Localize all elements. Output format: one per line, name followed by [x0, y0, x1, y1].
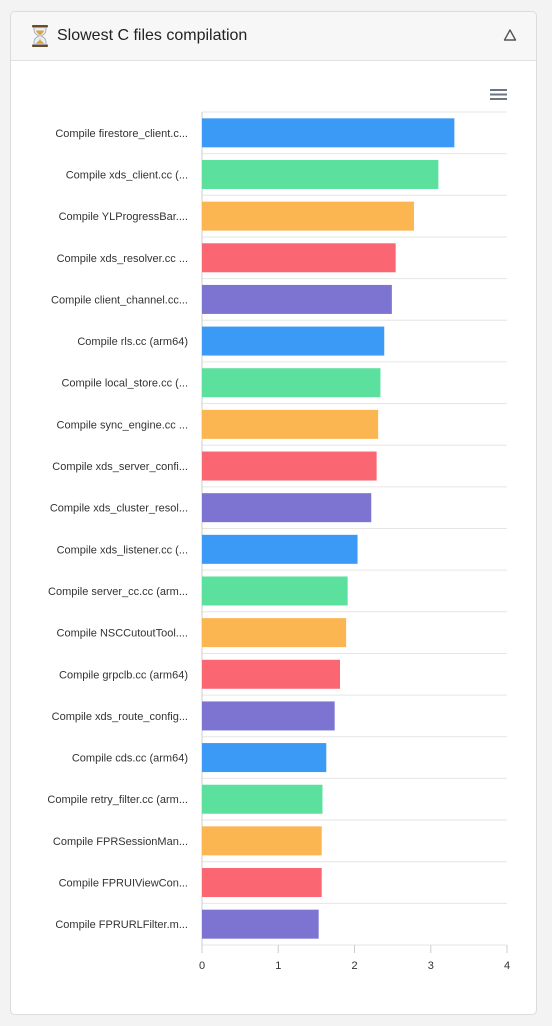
bar[interactable] [202, 701, 335, 731]
category-label: Compile xds_listener.cc (... [57, 544, 188, 556]
category-label: Compile NSCCutoutTool.... [57, 628, 188, 640]
panel-header: Slowest C files compilation [11, 12, 536, 61]
category-label: Compile xds_client.cc (... [66, 169, 188, 181]
category-label: Compile xds_server_confi... [52, 461, 188, 473]
bar[interactable] [202, 826, 322, 856]
bar-layer [202, 118, 455, 939]
bar[interactable] [202, 784, 323, 814]
category-label: Compile xds_resolver.cc ... [57, 253, 188, 265]
x-tick-label: 1 [275, 960, 281, 972]
x-axis-ticks: 0 1 2 3 4 [199, 945, 510, 972]
bar[interactable] [202, 243, 396, 273]
category-label: Compile local_store.cc (... [61, 378, 188, 390]
grid-layer [201, 111, 507, 946]
bar[interactable] [202, 659, 341, 689]
panel-title: Slowest C files compilation [57, 27, 248, 44]
category-label: Compile client_channel.cc... [51, 294, 188, 306]
category-label: Compile FPRURLFilter.m... [55, 919, 188, 931]
bar[interactable] [202, 201, 414, 231]
category-label: Compile xds_route_config... [52, 711, 188, 723]
bar-chart: Compile firestore_client.c... Compile xds… [47, 111, 510, 972]
category-label: Compile grpclb.cc (arm64) [59, 669, 188, 681]
category-label: Compile retry_filter.cc (arm... [47, 794, 188, 806]
x-tick-label: 0 [199, 960, 205, 972]
collapse-triangle-icon[interactable] [502, 27, 518, 43]
bar[interactable] [202, 326, 385, 356]
bar[interactable] [202, 159, 439, 189]
hourglass-icon [32, 25, 48, 47]
category-label: Compile rls.cc (arm64) [77, 336, 188, 348]
category-label: Compile FPRUIViewCon... [59, 878, 188, 890]
category-label: Compile sync_engine.cc ... [57, 419, 188, 431]
x-tick-label: 4 [504, 960, 510, 972]
category-label: Compile FPRSessionMan... [53, 836, 188, 848]
hamburger-menu-icon[interactable] [489, 86, 509, 102]
bar[interactable] [202, 618, 347, 648]
bar[interactable] [202, 534, 358, 564]
bar[interactable] [202, 909, 319, 939]
category-label: Compile server_cc.cc (arm... [48, 586, 188, 598]
bar[interactable] [202, 493, 372, 523]
bar[interactable] [202, 576, 348, 606]
chart-panel: Slowest C files compilation Compile fire… [10, 11, 537, 1015]
category-label: Compile xds_cluster_resol... [50, 503, 188, 515]
category-label: Compile firestore_client.c... [55, 128, 188, 140]
category-label: Compile cds.cc (arm64) [72, 753, 188, 765]
bar[interactable] [202, 368, 381, 398]
bar[interactable] [202, 451, 377, 481]
bar[interactable] [202, 743, 327, 773]
x-tick-label: 2 [351, 960, 357, 972]
category-labels: Compile firestore_client.c... Compile xds… [47, 128, 188, 931]
bar[interactable] [202, 409, 379, 439]
category-label: Compile YLProgressBar.... [59, 211, 188, 223]
x-tick-label: 3 [428, 960, 434, 972]
bar[interactable] [202, 868, 322, 898]
bar[interactable] [202, 118, 455, 148]
bar[interactable] [202, 284, 392, 314]
